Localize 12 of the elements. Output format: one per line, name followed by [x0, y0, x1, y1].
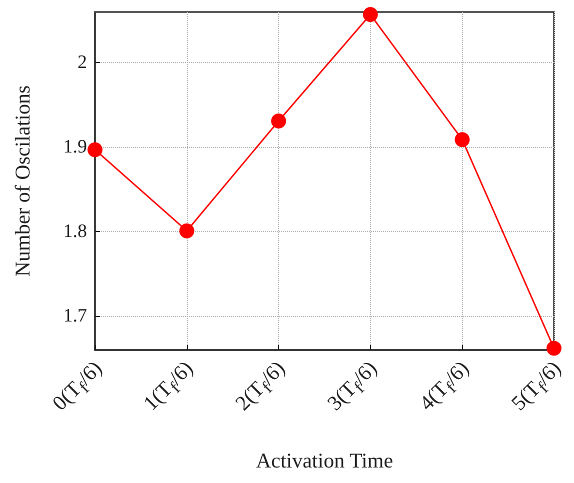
- point: [546, 340, 562, 356]
- y-tick-label: 1.9: [63, 136, 87, 158]
- y-tick-label: 1.8: [63, 221, 87, 242]
- y-tick-label: 1.7: [63, 306, 87, 327]
- point: [454, 132, 470, 148]
- point: [362, 7, 378, 22]
- y-axis-title: Number of Oscilations: [10, 85, 34, 277]
- point: [271, 114, 286, 128]
- x-axis-title: Activation Time: [256, 448, 394, 472]
- y-tick-label: 2: [78, 52, 87, 74]
- point: [88, 142, 102, 158]
- point: [179, 223, 194, 238]
